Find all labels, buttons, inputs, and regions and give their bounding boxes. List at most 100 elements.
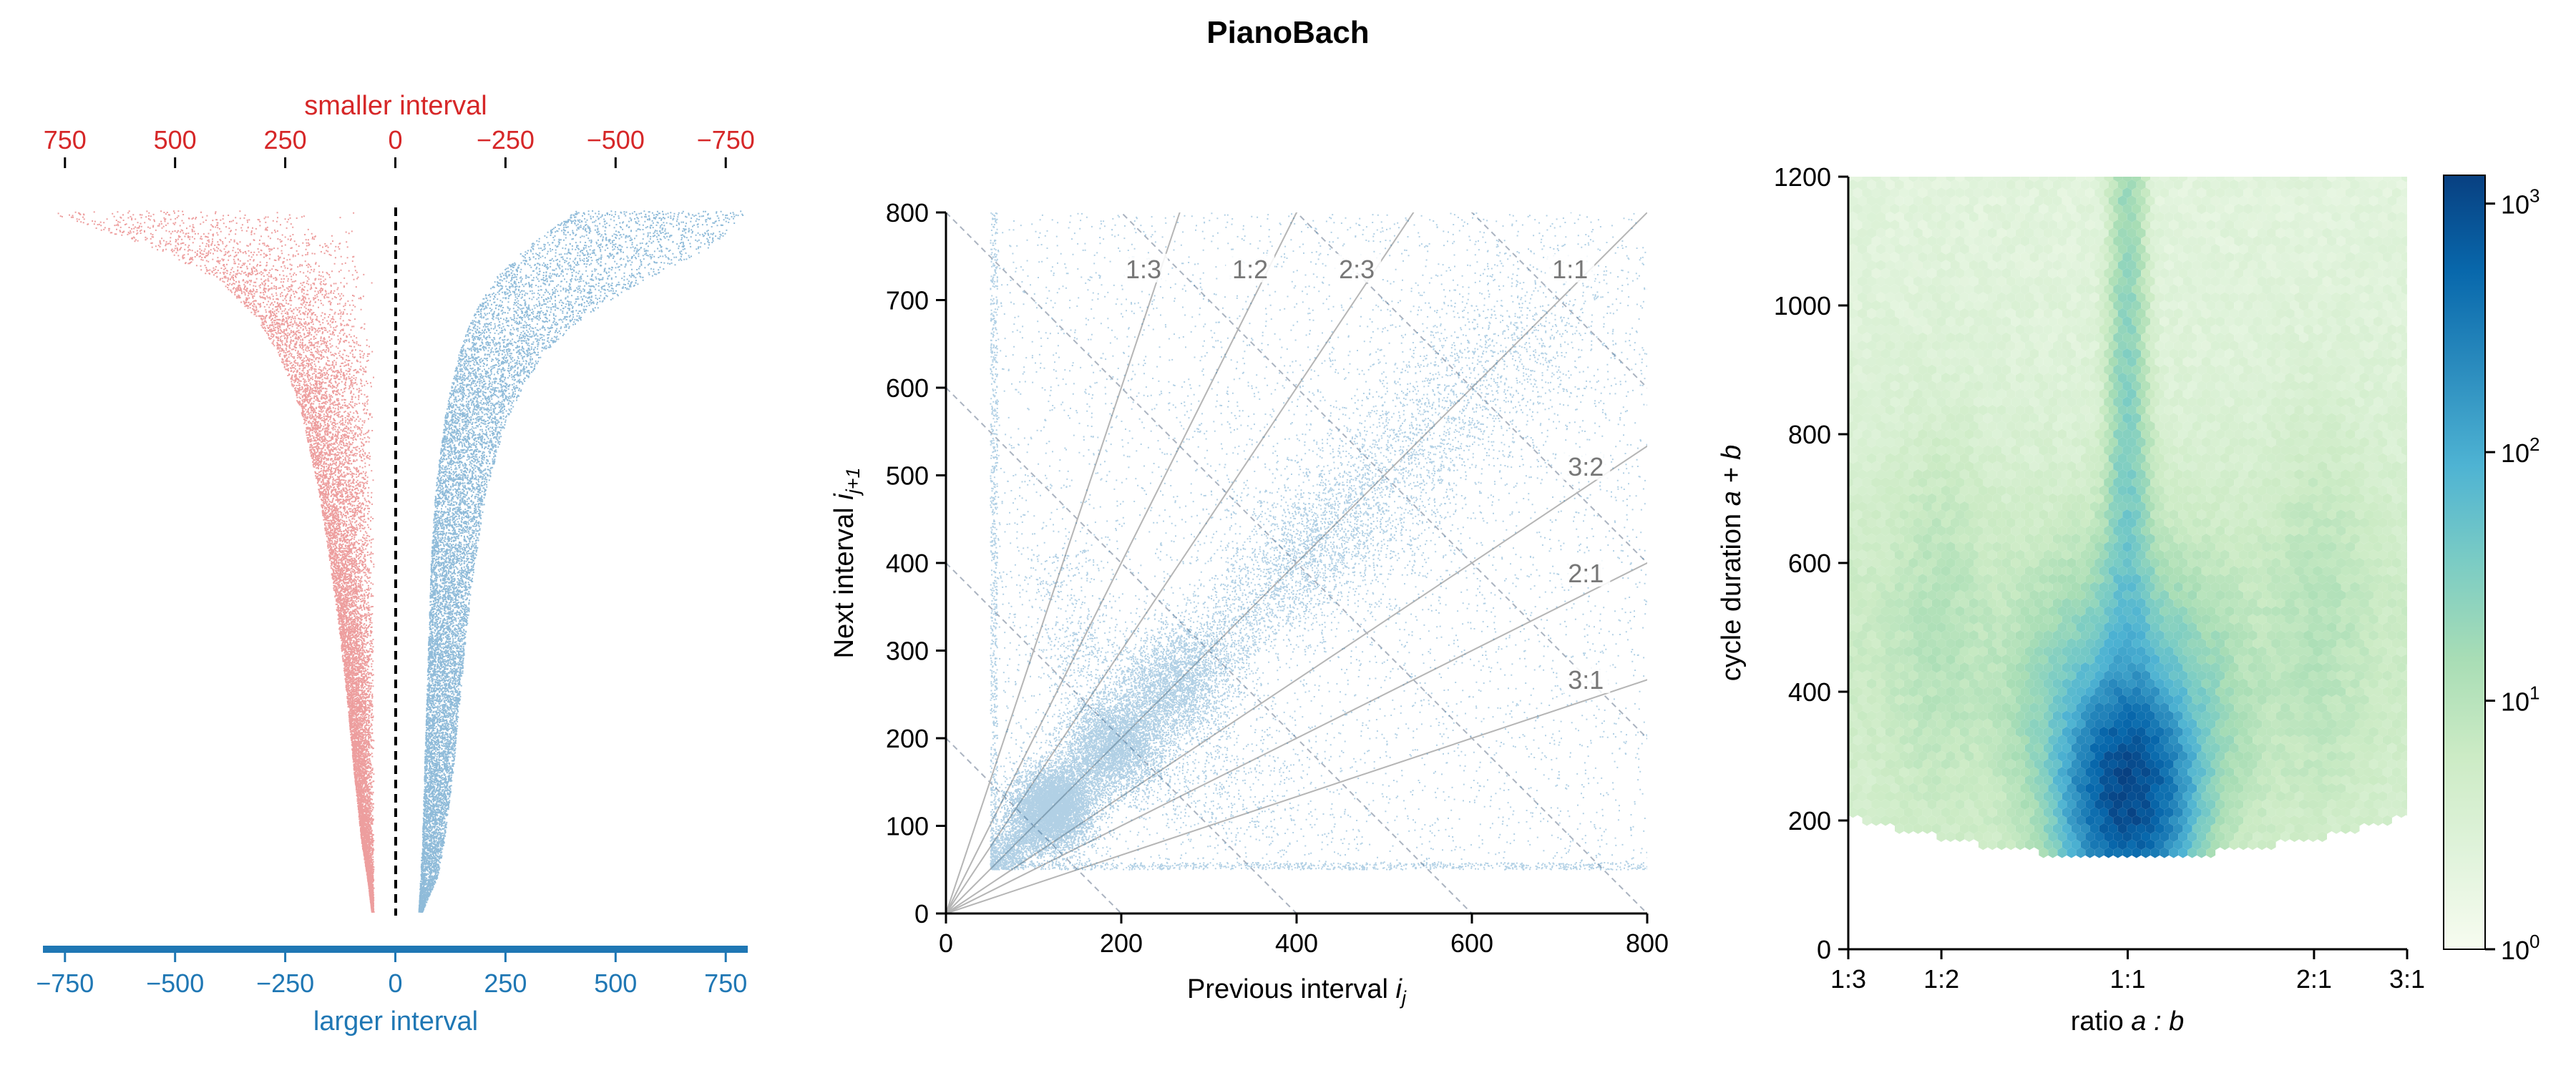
hexbin-cell [2346,589,2355,601]
hexbin-cell [2062,823,2072,834]
hexbin-cell [2178,670,2188,681]
hexbin-cell [2336,815,2346,826]
hexbin-cell [2313,678,2323,690]
hexbin-cell [2182,775,2192,786]
hexbin-cell [2331,629,2341,641]
hexbin-cell [2182,662,2192,673]
hexbin-cell [2067,718,2077,730]
hexbin-cell [1987,629,1997,641]
hexbin-cell [2057,718,2067,730]
hexbin-cell [2080,694,2090,705]
hexbin-cell [2155,790,2165,802]
hexbin-cell [1908,654,1918,665]
hexbin-cell [2346,638,2355,649]
hexbin-cell [1918,702,1928,713]
hexbin-cell [1931,743,1941,754]
hexbin-cell [2201,726,2211,738]
hexbin-cell [2182,758,2192,770]
hexbin-cell [2192,662,2202,673]
hexbin-cell [1996,629,2006,641]
hexbin-cell [2253,589,2263,601]
hexbin-cell [1848,790,1858,802]
hexbin-cell [1941,775,1951,786]
hexbin-cell [2150,654,2160,665]
hexbin-cell [2145,839,2155,851]
hexbin-cell [2182,678,2192,690]
hexbin-cell [2350,758,2360,770]
hexbin-cell [2238,646,2248,657]
hexbin-cell [2411,670,2420,681]
hexbin-cell [1950,823,1960,834]
hexbin-cell [2331,807,2341,818]
hexbin-cell [2313,807,2323,818]
hexbin-cell [2099,758,2109,770]
hexbin-cell [2048,735,2058,745]
hexbin-cell [2285,823,2295,834]
hexbin-cell [2253,815,2263,826]
hexbin-cell [1918,750,1928,762]
hexbin-cell [1964,606,1974,617]
hexbin-cell [2104,702,2114,713]
hexbin-cell [2122,783,2132,794]
hexbin-cell [2262,686,2272,697]
hexbin-cell [2210,775,2220,786]
hexbin-cell [1899,638,1909,649]
hexbin-cell [1992,799,2002,810]
hexbin-cell [2401,638,2407,649]
hexbin-cell [1936,735,1946,745]
hexbin-cell [2243,750,2253,762]
hexbin-cell [1978,694,1988,705]
hexbin-cell [1955,606,1965,617]
hexbin-cell [2006,775,2016,786]
hexbin-cell [2346,750,2355,762]
hexbin-cell [2290,606,2299,617]
hexbin-cell [1974,750,1984,762]
hexbin-cell [2210,710,2220,722]
hexbin-cell [1950,678,1960,690]
hexbin-cell [2262,702,2272,713]
hexbin-cell [2275,646,2285,657]
hexbin-cell [2145,743,2155,754]
hexbin-cell [1871,815,1881,826]
hexbin-cell [1862,783,1872,794]
hexbin-cell [2136,614,2146,625]
hexbin-cell [2210,662,2220,673]
x-tick-label: 400 [1275,929,1318,958]
hexbin-cell [2346,670,2355,681]
hexbin-cell [2299,718,2308,730]
hexbin-cell [2391,799,2401,810]
hexbin-cell [2355,589,2364,601]
hexbin-cell [2024,823,2034,834]
hexbin-cell [2290,654,2299,665]
hexbin-cell [1955,799,1965,810]
hexbin-cell [2187,702,2197,713]
hexbin-cell [2373,799,2383,810]
hexbin-cell [1848,597,1858,609]
hexbin-cell [2243,799,2253,810]
hexbin-cell [2136,710,2146,722]
hexbin-cell [1964,735,1974,745]
hexbin-cell [2280,815,2290,826]
hexbin-cell [2303,710,2313,722]
hexbin-cell [1959,775,1969,786]
hexbin-cell [2346,767,2355,778]
hexbin-cell [1955,589,1965,601]
hexbin-cell [2387,597,2397,609]
hexbin-cell [2253,670,2263,681]
hexbin-cell [2266,597,2276,609]
hexbin-cell [1941,790,1951,802]
hexbin-cell [1885,743,1895,754]
hexbin-cell [2011,815,2021,826]
hexbin-cell [1974,670,1984,681]
hexbin-cell [2057,702,2067,713]
hexbin-cell [1955,702,1965,713]
hexbin-cell [2275,597,2285,609]
hexbin-cell [1955,815,1965,826]
hexbin-cell [2331,823,2341,834]
hexbin-cell [1936,606,1946,617]
hexbin-cell [2076,831,2086,842]
hexbin-cell [2067,702,2077,713]
hexbin-cell [2187,589,2197,601]
hexbin-cell [2127,790,2137,802]
hexbin-cell [2104,831,2114,842]
